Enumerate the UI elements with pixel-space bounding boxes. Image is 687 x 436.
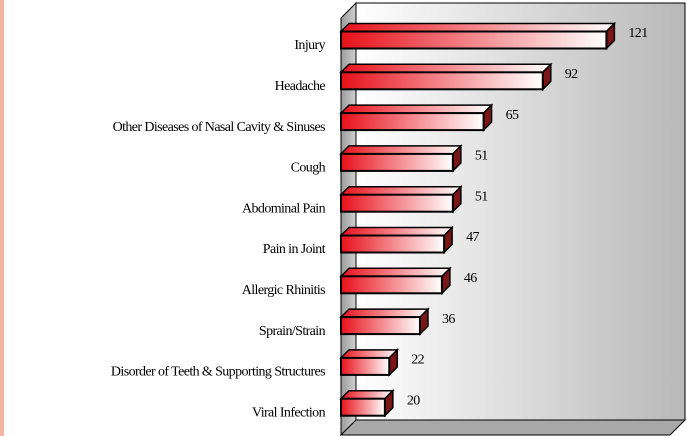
bar (340, 397, 386, 417)
value-label: 46 (464, 271, 477, 286)
bar-top (339, 185, 463, 196)
value-label: 51 (475, 149, 488, 164)
bar (340, 275, 443, 295)
value-label: 51 (475, 189, 488, 204)
value-label: 92 (565, 67, 578, 82)
value-label: 36 (442, 312, 455, 327)
bar-top (339, 145, 463, 155)
bar-top (339, 308, 430, 318)
bar (340, 30, 608, 50)
bar (340, 71, 544, 91)
category-label: Allergic Rhinitis (242, 283, 325, 298)
bar-top (339, 226, 454, 237)
bar (340, 193, 454, 213)
category-label: Viral Infection (252, 405, 326, 420)
bar-top (339, 63, 553, 74)
category-label: Pain in Joint (263, 242, 326, 257)
bar-top (339, 22, 617, 33)
category-label: Cough (291, 161, 326, 176)
category-label: Injury (294, 38, 325, 53)
category-label: Sprain/Strain (259, 324, 326, 339)
category-label: Headache (275, 79, 326, 94)
value-label: 22 (411, 353, 424, 368)
value-label: 65 (506, 108, 519, 123)
category-label: Other Diseases of Nasal Cavity & Sinuses (113, 120, 326, 135)
category-label: Disorder of Teeth & Supporting Structure… (111, 365, 325, 380)
bar (340, 356, 391, 376)
bar-top (339, 349, 400, 359)
value-label: 20 (407, 393, 420, 408)
bar-top (339, 104, 494, 114)
value-label: 121 (628, 26, 648, 41)
bar (340, 112, 485, 132)
bar-top (339, 267, 452, 278)
left-strip (0, 0, 4, 436)
bar (340, 316, 421, 336)
bar (340, 234, 446, 254)
floor (339, 419, 687, 436)
category-label: Abdominal Pain (242, 201, 326, 216)
bar (340, 152, 454, 172)
value-label: 47 (466, 230, 479, 245)
